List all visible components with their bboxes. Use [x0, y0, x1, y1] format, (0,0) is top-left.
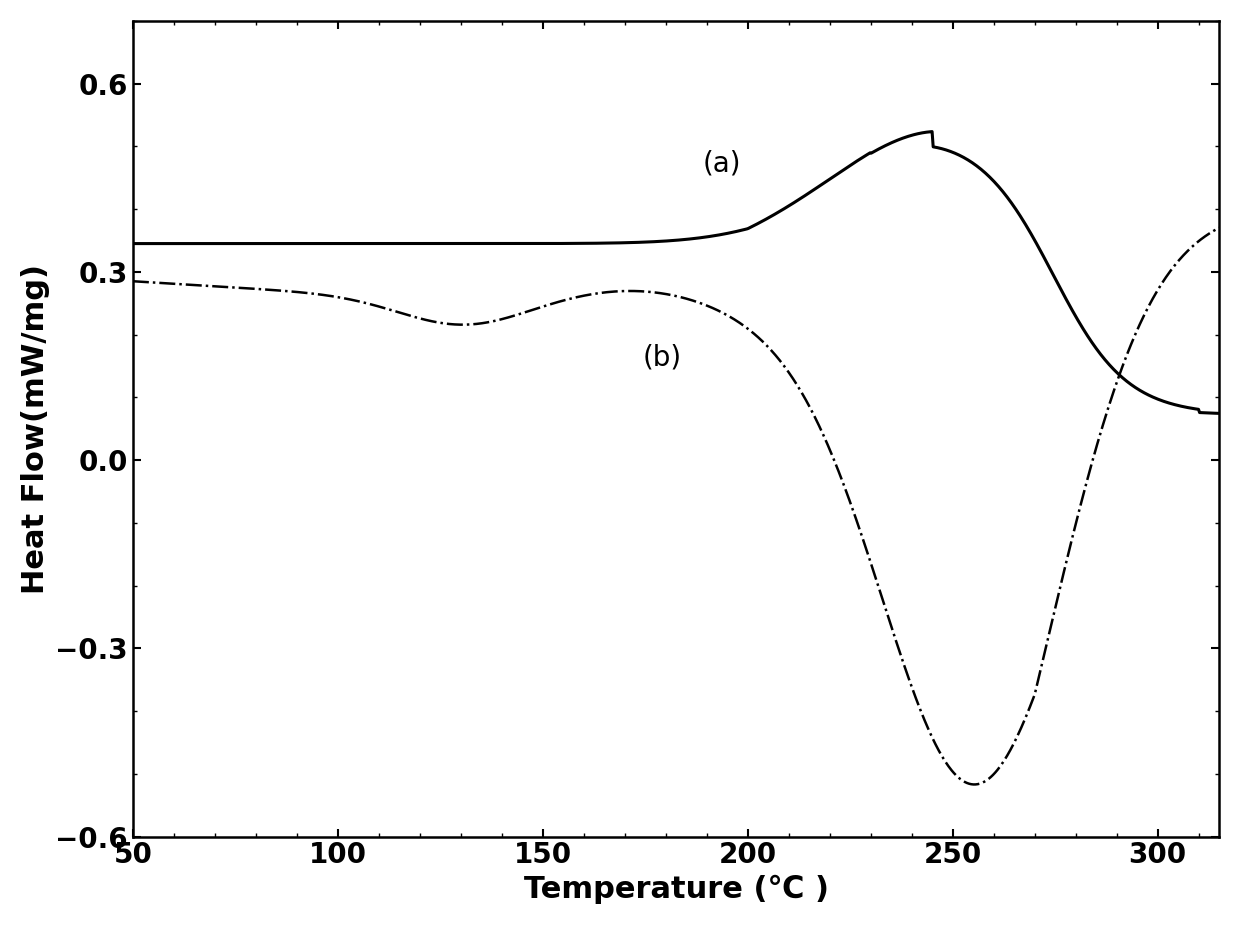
- X-axis label: Temperature (℃ ): Temperature (℃ ): [523, 875, 828, 904]
- Text: (b): (b): [642, 344, 682, 372]
- Y-axis label: Heat Flow(mW/mg): Heat Flow(mW/mg): [21, 264, 50, 594]
- Text: (a): (a): [703, 150, 742, 178]
